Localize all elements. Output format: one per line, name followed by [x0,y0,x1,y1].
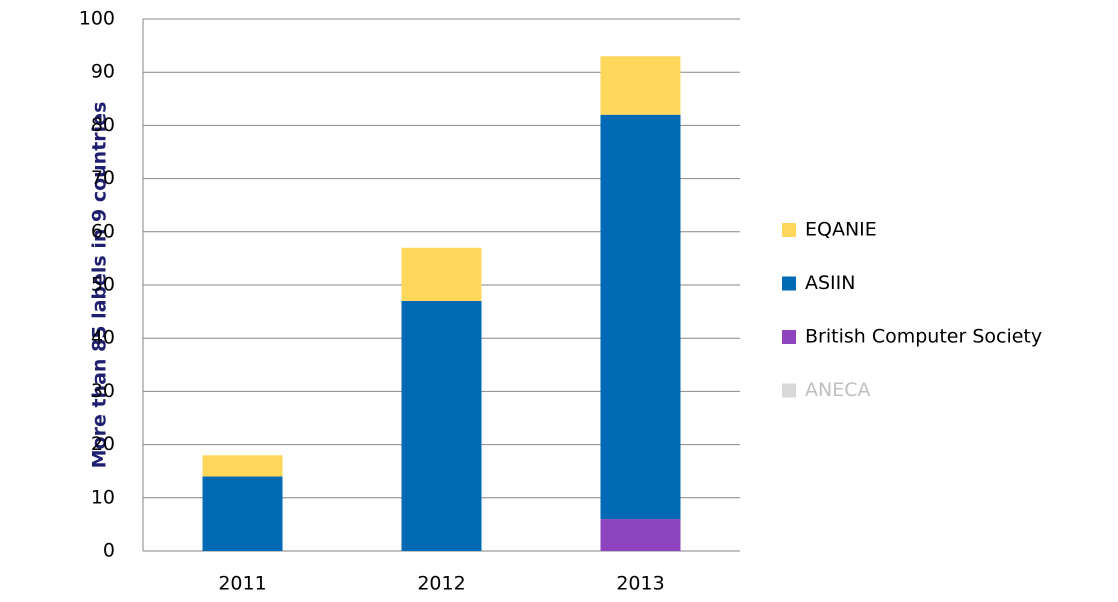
legend-swatch [782,383,796,398]
legend-label: British Computer Society [805,326,1042,348]
x-tick-label: 2011 [218,573,266,595]
y-tick-label: 80 [91,114,115,136]
bar-segment [401,247,482,301]
y-tick-label: 60 [91,220,115,242]
y-tick-label: 30 [91,380,115,402]
y-tick-label: 70 [91,167,115,189]
bar-segment [600,56,681,115]
y-tick-label: 100 [79,8,115,30]
legend-label: ASIIN [805,272,855,294]
legend-swatch [782,223,796,237]
y-tick-label: 90 [91,61,115,83]
legend-label: ANECA [805,379,870,401]
legend-swatch [782,276,796,291]
bar-segment [600,114,681,520]
y-tick-label: 10 [91,486,115,508]
y-tick-label: 50 [91,274,115,296]
bar-segment [202,455,283,477]
bar-segment [600,519,681,551]
legend-swatch [782,330,796,344]
legend-label: EQANIE [805,219,877,241]
x-tick-label: 2012 [417,573,465,595]
y-tick-label: 20 [91,433,115,455]
y-tick-label: 40 [91,327,115,349]
bar-segment [202,476,283,551]
x-tick-label: 2013 [616,573,664,595]
y-axis-label: More than 85 labels in 9 countries [89,102,111,469]
y-tick-label: 0 [103,540,115,562]
bar-segment [401,300,482,551]
